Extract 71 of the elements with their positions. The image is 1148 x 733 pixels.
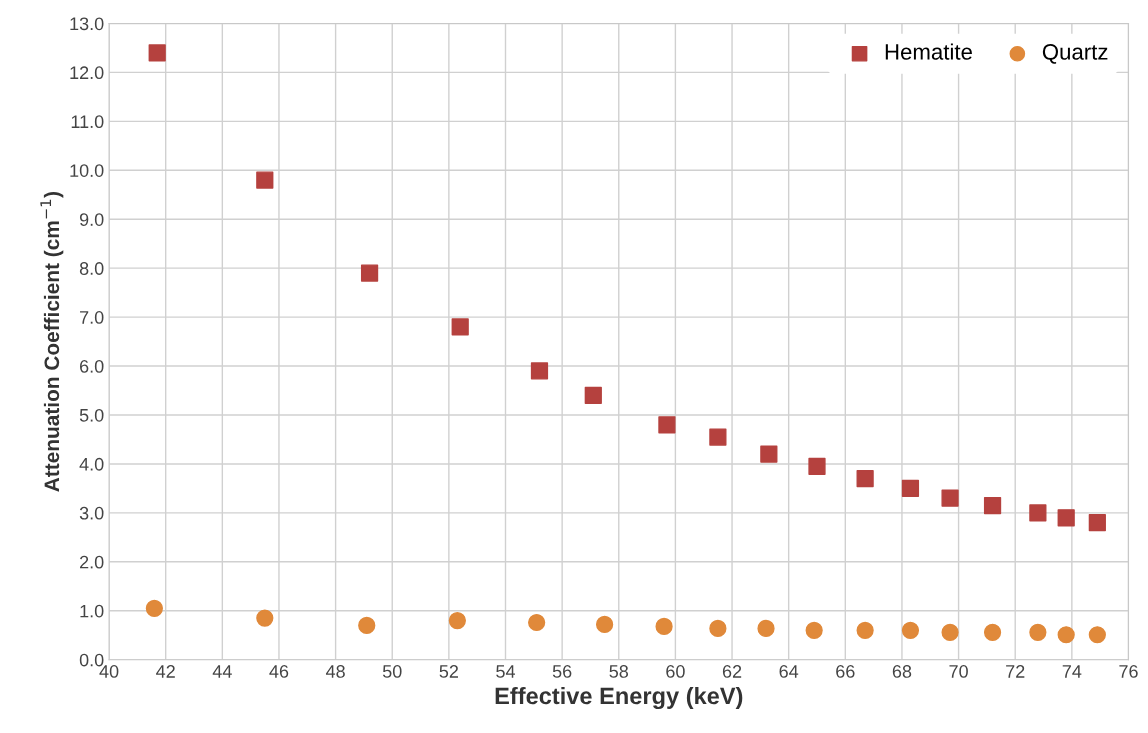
point xyxy=(148,44,166,62)
y-tick-label: 0.0 xyxy=(79,653,104,667)
y-tick-label: 8.0 xyxy=(79,262,104,275)
point xyxy=(358,616,376,635)
x-tick-label: 66 xyxy=(836,665,855,678)
x-tick-label: 68 xyxy=(892,665,912,678)
y-tick-label: 10.0 xyxy=(70,164,104,177)
point xyxy=(448,611,466,630)
y-tick-label: 3.0 xyxy=(79,506,104,520)
point xyxy=(901,621,920,639)
point xyxy=(1057,509,1075,527)
point xyxy=(757,619,775,637)
x-tick-label: 50 xyxy=(382,665,402,678)
point xyxy=(528,613,546,632)
y-tick-label: 13.0 xyxy=(70,17,104,31)
x-tick-label: 62 xyxy=(722,665,742,678)
y-tick-label: 6.0 xyxy=(80,359,104,373)
legend-label: Quartz xyxy=(1042,44,1108,64)
y-tick-label: 7.0 xyxy=(80,311,104,324)
x-tick-label: 76 xyxy=(1119,665,1138,678)
point xyxy=(1088,514,1106,532)
y-tick-label: 1.0 xyxy=(80,604,104,618)
point xyxy=(655,617,673,636)
y-tick-label: 4.0 xyxy=(79,457,104,471)
x-tick-label: 60 xyxy=(666,665,685,678)
legend-label: Hematite xyxy=(885,43,972,60)
point xyxy=(941,623,959,641)
x-tick-label: 56 xyxy=(552,665,572,678)
point xyxy=(451,318,469,336)
x-tick-label: 70 xyxy=(949,665,968,678)
point xyxy=(1088,626,1106,644)
point xyxy=(856,470,874,488)
point xyxy=(983,623,1002,641)
point xyxy=(805,621,823,639)
point xyxy=(584,386,602,405)
x-tick-label: 52 xyxy=(439,665,458,678)
point xyxy=(983,496,1002,515)
x-tick-label: 42 xyxy=(156,665,175,678)
x-tick-label: 58 xyxy=(609,665,629,678)
x-tick-label: 44 xyxy=(212,665,232,678)
x-tick-label: 40 xyxy=(99,665,119,678)
y-tick-label: 5.0 xyxy=(79,408,104,422)
y-tick-label: 9.0 xyxy=(79,213,104,226)
y-axis-title: Attenuation Coefficient (cm$^{−1}$) xyxy=(40,192,64,492)
point xyxy=(1029,504,1047,522)
point xyxy=(760,445,778,463)
y-tick-label: 2.0 xyxy=(80,555,104,569)
point xyxy=(709,619,727,637)
point xyxy=(530,362,549,380)
x-tick-label: 48 xyxy=(325,665,345,678)
y-tick-label: 11.0 xyxy=(71,115,104,129)
x-axis-title: Effective Energy (keV) xyxy=(495,686,743,710)
x-tick-label: 46 xyxy=(269,665,289,678)
point xyxy=(856,621,874,639)
point xyxy=(658,416,676,434)
point xyxy=(941,489,959,507)
x-tick-label: 74 xyxy=(1062,665,1082,678)
point xyxy=(709,428,727,446)
point xyxy=(808,457,826,475)
point xyxy=(256,171,274,189)
point xyxy=(145,599,163,617)
point xyxy=(901,479,920,498)
point xyxy=(1029,623,1047,641)
x-tick-label: 72 xyxy=(1006,665,1025,678)
point xyxy=(360,264,379,282)
point xyxy=(256,609,274,627)
y-tick-label: 12.0 xyxy=(70,66,104,80)
point xyxy=(596,615,614,634)
x-tick-label: 64 xyxy=(779,665,799,678)
x-tick-label: 54 xyxy=(496,665,516,678)
point xyxy=(1057,626,1075,644)
